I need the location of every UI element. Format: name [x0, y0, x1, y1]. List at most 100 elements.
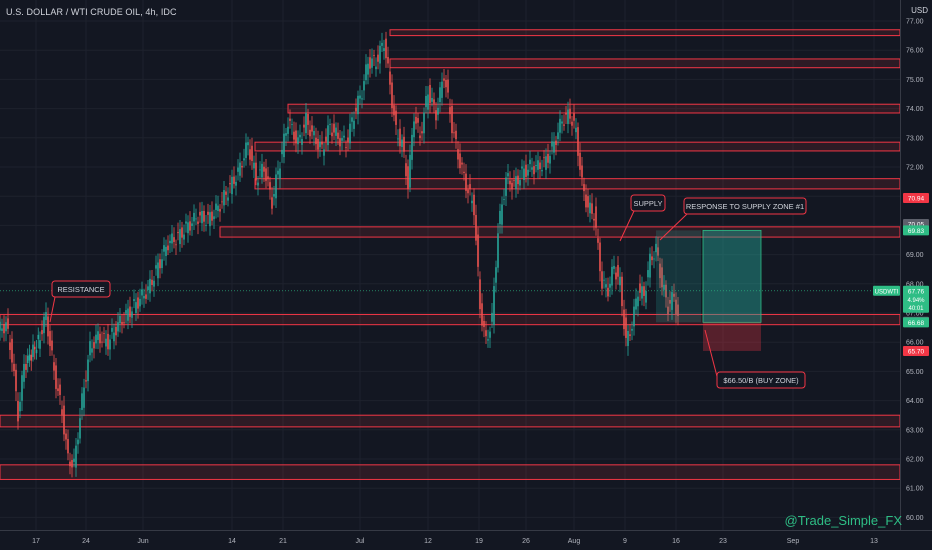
- candle-body: [677, 304, 679, 316]
- price-label-badge: [903, 317, 929, 328]
- candle-body: [501, 204, 503, 225]
- candle-body: [473, 194, 475, 216]
- annotation-callout: [630, 194, 666, 212]
- candle-body: [405, 163, 407, 177]
- candle-body: [235, 181, 237, 186]
- time-tick-label: Jun: [137, 538, 148, 545]
- candle-body: [141, 289, 143, 296]
- candle-body: [237, 167, 239, 172]
- candle-body: [339, 138, 341, 147]
- candle-body: [213, 216, 215, 220]
- candle-body: [311, 125, 313, 132]
- candle-body: [569, 108, 571, 119]
- candle-body: [667, 306, 669, 315]
- candle-body: [567, 109, 569, 124]
- candle-body: [195, 218, 197, 220]
- candle-body: [421, 131, 423, 134]
- candle-body: [397, 138, 399, 140]
- candle-body: [173, 237, 175, 242]
- time-tick-label: 13: [870, 538, 878, 545]
- candle-body: [307, 113, 309, 125]
- currency-label: USD: [911, 6, 928, 15]
- candle-body: [533, 166, 535, 175]
- candle-body: [393, 105, 395, 116]
- time-tick-label: 9: [623, 538, 627, 545]
- candle-body: [119, 315, 121, 324]
- price-tick-label: 69.00: [906, 252, 924, 259]
- candle-body: [415, 116, 417, 124]
- candle-body: [163, 245, 165, 252]
- candle-body: [451, 105, 453, 134]
- candle-body: [169, 240, 171, 244]
- position-loss-zone: [703, 322, 761, 351]
- candle-body: [427, 94, 429, 110]
- time-tick-label: 21: [279, 538, 287, 545]
- price-tick-label: 61.00: [906, 486, 924, 493]
- candle-body: [615, 272, 617, 280]
- candle-body: [35, 349, 38, 354]
- candle-body: [465, 173, 467, 191]
- candle-body: [353, 120, 355, 129]
- price-tick-label: 73.00: [906, 135, 924, 142]
- candle-body: [553, 141, 555, 153]
- candle-body: [107, 333, 109, 350]
- candle-body: [155, 265, 157, 269]
- candle-body: [585, 194, 587, 208]
- candle-body: [115, 326, 117, 336]
- candle-body: [459, 153, 461, 169]
- candle-body: [547, 153, 549, 163]
- candle-body: [441, 81, 443, 98]
- candle-body: [99, 333, 101, 344]
- candle-body: [539, 162, 541, 170]
- candle-body: [523, 168, 525, 181]
- candle-body: [13, 363, 15, 372]
- candle-body: [17, 401, 19, 422]
- candle-body: [259, 169, 261, 171]
- candle-body: [575, 127, 577, 133]
- annotation-pointer: [619, 210, 635, 242]
- candle-body: [639, 283, 641, 293]
- candle-body: [535, 165, 537, 166]
- supply-demand-zone: [0, 414, 901, 428]
- candle-body: [85, 380, 87, 382]
- candle-body: [131, 311, 133, 318]
- candle-body: [551, 141, 553, 147]
- candle-body: [649, 253, 651, 278]
- candle-body: [95, 334, 97, 344]
- candle-body: [673, 293, 675, 297]
- candle-body: [661, 267, 663, 288]
- candle-body: [75, 445, 77, 468]
- candle-body: [489, 331, 491, 338]
- candle-body: [1, 328, 3, 331]
- candle-body: [651, 256, 653, 261]
- candle-body: [267, 176, 269, 179]
- candle-body: [565, 113, 567, 115]
- watermark: @Trade_Simple_FX: [784, 513, 902, 528]
- candle-body: [613, 265, 615, 269]
- candle-body: [201, 210, 203, 224]
- candle-body: [637, 296, 639, 307]
- time-tick-label: 19: [475, 538, 483, 545]
- candle-body: [359, 95, 361, 99]
- candle-body: [385, 38, 387, 59]
- candle-body: [289, 118, 291, 121]
- candle-body: [419, 135, 421, 139]
- time-tick-label: 14: [228, 538, 236, 545]
- candle-body: [331, 132, 333, 137]
- candle-body: [549, 155, 551, 164]
- candle-body: [355, 107, 357, 112]
- candle-body: [113, 332, 115, 342]
- candle-body: [507, 173, 509, 177]
- candle-body: [79, 418, 81, 439]
- candle-body: [215, 203, 217, 210]
- candle-body: [253, 162, 255, 169]
- candle-body: [23, 363, 25, 382]
- candle-body: [445, 79, 447, 88]
- candle-body: [239, 162, 241, 176]
- candle-body: [593, 218, 595, 221]
- candle-body: [433, 99, 435, 104]
- candle-body: [199, 211, 201, 216]
- candle-body: [149, 278, 151, 294]
- candle-body: [497, 233, 499, 268]
